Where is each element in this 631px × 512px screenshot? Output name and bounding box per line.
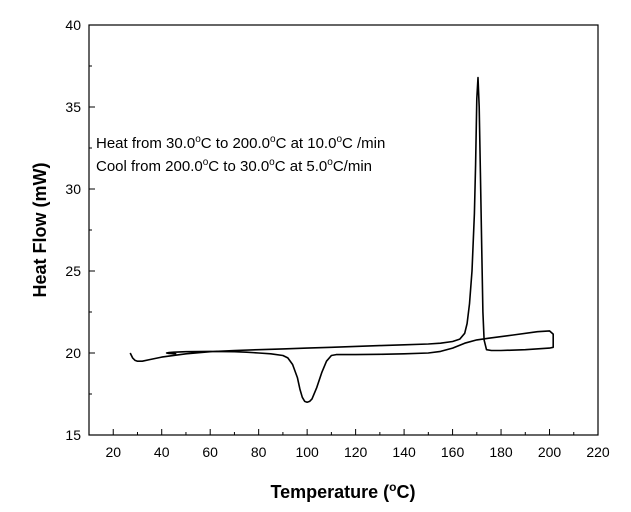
x-tick-label: 180	[489, 444, 513, 460]
y-axis: 15 20 25 30 35 40	[65, 17, 95, 443]
annotations: Heat from 30.0oC to 200.0oC at 10.0oC /m…	[96, 134, 385, 175]
x-tick-label: 220	[586, 444, 610, 460]
x-axis: 20 40 60 80 100 120 140 160 180 200 220	[88, 429, 610, 460]
y-tick-label: 25	[65, 263, 81, 279]
x-tick-label: 140	[392, 444, 416, 460]
dsc-heat-flow-curve	[129, 76, 554, 403]
x-tick-label: 40	[154, 444, 170, 460]
y-tick-label: 20	[65, 345, 81, 361]
y-tick-label: 35	[65, 99, 81, 115]
x-tick-label: 160	[441, 444, 465, 460]
x-tick-label: 200	[538, 444, 562, 460]
x-tick-label: 20	[105, 444, 121, 460]
y-axis-title: Heat Flow (mW)	[30, 163, 50, 298]
annotation-heat: Heat from 30.0oC to 200.0oC at 10.0oC /m…	[96, 134, 385, 152]
y-tick-label: 40	[65, 17, 81, 33]
y-tick-label: 30	[65, 181, 81, 197]
x-axis-title: Temperature (oC)	[270, 480, 415, 502]
x-tick-label: 100	[295, 444, 319, 460]
annotation-cool: Cool from 200.0oC to 30.0oC at 5.0oC/min	[96, 157, 372, 175]
plot-area-frame	[88, 24, 599, 436]
x-tick-label: 80	[251, 444, 267, 460]
x-tick-label: 120	[344, 444, 368, 460]
x-tick-label: 60	[202, 444, 218, 460]
y-tick-label: 15	[65, 427, 81, 443]
